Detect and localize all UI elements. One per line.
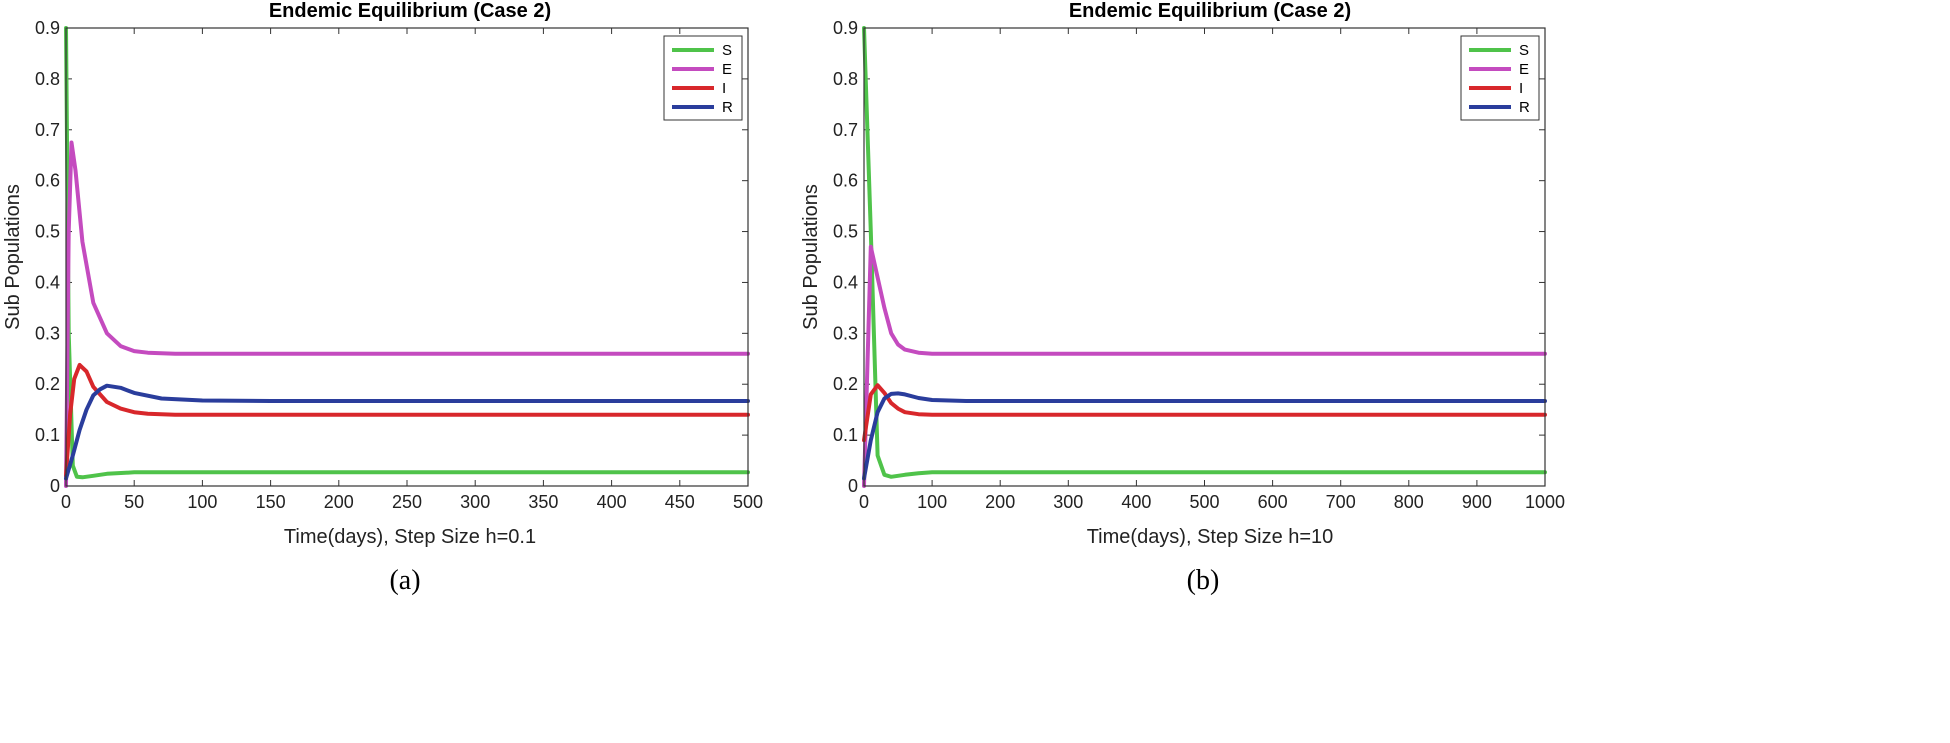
plot-frame — [65, 27, 749, 487]
x-tick-label: 0 — [61, 492, 71, 512]
x-tick-label: 350 — [528, 492, 558, 512]
x-tick-label: 0 — [859, 492, 869, 512]
x-tick-label: 300 — [460, 492, 490, 512]
x-tick-label: 500 — [1189, 492, 1219, 512]
legend-label: S — [722, 42, 732, 59]
series-line-E — [64, 140, 750, 488]
series-line-S — [862, 26, 1547, 479]
x-tick-label: 300 — [1053, 492, 1083, 512]
y-axis-label: Sub Populations — [2, 184, 24, 330]
x-tick-label: 200 — [324, 492, 354, 512]
chart-panel-a: Endemic Equilibrium (Case 2) Time(days),… — [2, 0, 763, 596]
y-tick-label: 0.8 — [35, 69, 60, 89]
legend-label: I — [722, 80, 726, 97]
x-tick-label: 400 — [597, 492, 627, 512]
y-tick-label: 0.4 — [833, 272, 858, 292]
x-tick-label: 150 — [256, 492, 286, 512]
chart-title: Endemic Equilibrium (Case 2) — [1069, 0, 1351, 22]
series-line-R — [862, 391, 1547, 481]
y-tick-label: 0.2 — [833, 374, 858, 394]
x-tick-label: 100 — [917, 492, 947, 512]
legend-label: E — [722, 61, 732, 78]
x-tick-label: 700 — [1326, 492, 1356, 512]
y-tick-label: 0.7 — [35, 120, 60, 140]
y-tick-label: 0.8 — [833, 69, 858, 89]
y-tick-label: 0.9 — [833, 18, 858, 38]
plot-frame — [863, 27, 1546, 487]
x-tick-label: 450 — [665, 492, 695, 512]
series-line-I — [862, 383, 1547, 443]
x-tick-label: 50 — [124, 492, 144, 512]
x-tick-label: 250 — [392, 492, 422, 512]
y-tick-label: 0.1 — [833, 425, 858, 445]
series-line-E — [862, 244, 1547, 488]
x-tick-label: 100 — [187, 492, 217, 512]
y-tick-label: 0.7 — [833, 120, 858, 140]
y-tick-label: 0.3 — [833, 323, 858, 343]
plot-area — [864, 28, 1545, 486]
y-tick-label: 0.1 — [35, 425, 60, 445]
legend-label: I — [1519, 80, 1523, 97]
x-tick-label: 500 — [733, 492, 763, 512]
x-tick-label: 600 — [1258, 492, 1288, 512]
panel-caption: (b) — [1187, 565, 1220, 596]
y-tick-label: 0.5 — [35, 222, 60, 242]
legend-label: R — [722, 99, 733, 116]
y-axis-label: Sub Populations — [800, 184, 822, 330]
series-line-I — [64, 362, 750, 478]
plot-area — [66, 28, 748, 486]
legend-label: E — [1519, 61, 1529, 78]
y-tick-label: 0.2 — [35, 374, 60, 394]
series-line-R — [64, 383, 750, 481]
x-axis-label: Time(days), Step Size h=10 — [1087, 526, 1334, 548]
chart-title: Endemic Equilibrium (Case 2) — [269, 0, 551, 22]
legend-label: S — [1519, 42, 1529, 59]
y-tick-label: 0.9 — [35, 18, 60, 38]
panel-caption: (a) — [389, 565, 420, 596]
x-tick-label: 900 — [1462, 492, 1492, 512]
y-tick-label: 0.6 — [833, 171, 858, 191]
x-tick-label: 800 — [1394, 492, 1424, 512]
x-axis-label: Time(days), Step Size h=0.1 — [284, 526, 536, 548]
legend-label: R — [1519, 99, 1530, 116]
y-tick-label: 0.5 — [833, 222, 858, 242]
y-tick-label: 0.3 — [35, 323, 60, 343]
y-tick-label: 0 — [50, 476, 60, 496]
x-tick-label: 400 — [1121, 492, 1151, 512]
y-tick-label: 0 — [848, 476, 858, 496]
y-tick-label: 0.4 — [35, 272, 60, 292]
chart-panel-b: Endemic Equilibrium (Case 2) Time(days),… — [800, 0, 1565, 596]
x-tick-label: 1000 — [1525, 492, 1565, 512]
x-tick-label: 200 — [985, 492, 1015, 512]
y-tick-label: 0.6 — [35, 171, 60, 191]
